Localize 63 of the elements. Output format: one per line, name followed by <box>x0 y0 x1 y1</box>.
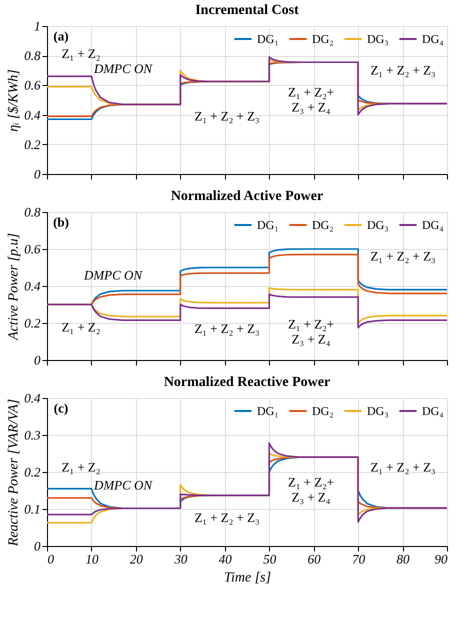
legend-label: DG₃ <box>367 404 389 418</box>
annotation: Z₁ + Z₂ <box>62 46 100 62</box>
legend-label: DG₁ <box>257 404 279 418</box>
legend-label: DG₁ <box>257 32 279 46</box>
legend-label: DG₂ <box>312 218 334 232</box>
annotation: Z₁ + Z₂ + Z₃ <box>370 62 436 78</box>
legend-label: DG₃ <box>367 32 389 46</box>
annotation: Z₁ + Z₂ <box>62 460 100 475</box>
annotation: Z₁ + Z₂ + Z₃ <box>194 510 260 525</box>
annotation: Z₁ + Z₂ + Z₃ <box>370 248 436 264</box>
legend-label: DG₄ <box>422 218 444 232</box>
annotation: Z₁ + Z₂ + Z₃ <box>370 460 436 475</box>
y-tick-label: 0.2 <box>24 316 41 330</box>
annotation: Z₁ + Z₂+ Z₃ + Z₄ <box>288 474 334 504</box>
y-axis-title: ηᵢ [$/KWh] <box>6 69 22 132</box>
legend-label: DG₃ <box>367 218 389 232</box>
legend-label: DG₂ <box>312 32 334 46</box>
y-tick-label: 0.4 <box>24 390 41 406</box>
annotation: (c) <box>54 400 68 416</box>
x-tick-label: 70 <box>352 552 366 566</box>
y-tick-label: 0.6 <box>24 78 41 93</box>
y-tick-label: 0.1 <box>24 502 40 516</box>
annotation: DMPC ON <box>92 477 154 492</box>
y-tick-label: 0.2 <box>24 464 41 480</box>
y-tick-label: 0 <box>34 538 41 554</box>
x-axis-title: Time [s] <box>224 570 272 586</box>
annotation: DMPC ON <box>92 60 154 76</box>
legend-label: DG₁ <box>257 218 279 232</box>
annotation: DMPC ON <box>82 268 144 283</box>
y-tick-label: 0.3 <box>24 428 41 442</box>
y-tick-label: 0 <box>34 352 41 368</box>
y-tick-label: 0.4 <box>24 107 41 122</box>
chart-title: Normalized Reactive Power <box>164 375 330 390</box>
chart-title: Normalized Active Power <box>170 189 324 204</box>
annotation: Z₁ + Z₂ + Z₃ <box>194 108 260 124</box>
y-axis-title: Reactive Power [VAR/VA] <box>6 398 22 548</box>
x-tick-label: 30 <box>173 552 188 566</box>
y-axis-title: Active Power [p.u] <box>6 233 22 341</box>
x-tick-label: 80 <box>396 552 410 566</box>
x-tick-label: 0 <box>48 552 54 566</box>
y-tick-label: 0.8 <box>24 48 41 64</box>
annotation: Z₁ + Z₂+ Z₃ + Z₄ <box>288 84 334 115</box>
annotation: Z₁ + Z₂ <box>62 319 100 334</box>
y-tick-label: 0.8 <box>24 204 41 220</box>
legend-label: DG₄ <box>422 32 444 46</box>
x-tick-label: 10 <box>85 552 99 566</box>
x-tick-label: 20 <box>130 552 144 566</box>
annotation: (a) <box>53 28 69 44</box>
y-tick-label: 0.4 <box>24 278 41 294</box>
x-tick-label: 40 <box>218 552 232 566</box>
x-tick-label: 50 <box>263 552 277 566</box>
x-tick-label: 90 <box>434 552 448 566</box>
x-tick-label: 60 <box>308 552 322 566</box>
y-tick-label: 0 <box>34 166 41 182</box>
y-tick-label: 0.2 <box>24 136 41 152</box>
annotation: (b) <box>53 214 69 230</box>
chart-title: Incremental Cost <box>195 3 300 18</box>
legend-label: DG₄ <box>422 404 444 418</box>
annotation: Z₁ + Z₂ + Z₃ <box>194 320 260 336</box>
legend-label: DG₂ <box>312 404 334 418</box>
y-tick-label: 0.6 <box>24 242 41 256</box>
annotation: Z₁ + Z₂+ Z₃ + Z₄ <box>288 316 334 346</box>
y-tick-label: 1 <box>34 18 40 34</box>
